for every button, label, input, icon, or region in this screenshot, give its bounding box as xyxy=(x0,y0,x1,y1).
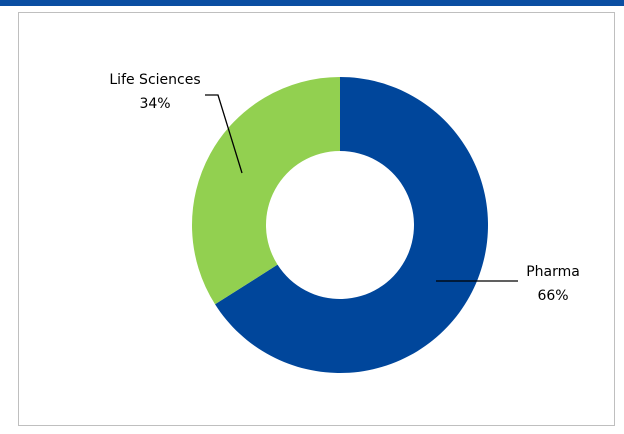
life-sciences-percent-label: 34% xyxy=(139,96,170,112)
life-sciences-leader-line xyxy=(205,94,243,174)
top-accent-bar xyxy=(0,0,624,6)
slice-pharma xyxy=(215,77,488,374)
donut-slices xyxy=(192,77,488,374)
life-sciences-name-label: Life Sciences xyxy=(109,72,200,88)
slice-life-sciences xyxy=(192,77,340,305)
leader-lines xyxy=(205,94,518,282)
pharma-percent-label: 66% xyxy=(537,288,568,304)
pharma-name-label: Pharma xyxy=(526,264,580,280)
